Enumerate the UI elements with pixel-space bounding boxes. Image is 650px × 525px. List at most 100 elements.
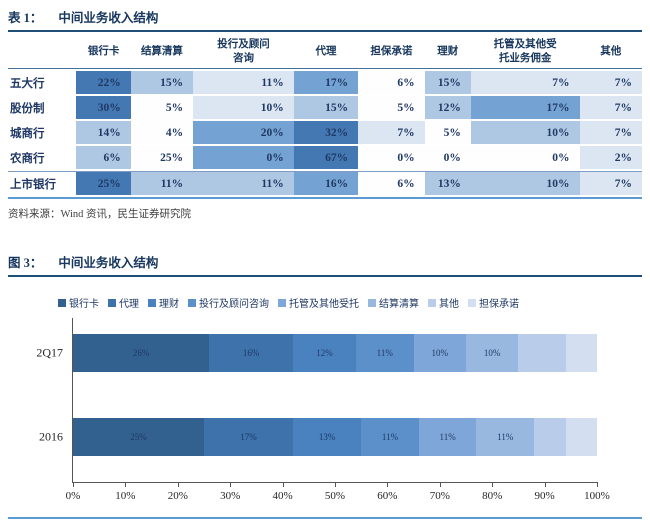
legend-swatch-icon [58, 298, 66, 307]
axis-tick [177, 482, 179, 488]
bar-segment: 13% [293, 418, 362, 457]
bar-segment-label: 16% [242, 348, 260, 359]
table-cell: 10% [470, 121, 580, 145]
bar-segment: 10% [413, 334, 466, 373]
row-label: 上市银行 [8, 171, 77, 196]
axis-tick [335, 482, 336, 488]
legend-item: 投行及顾问咨询 [188, 295, 269, 310]
axis-tick-label: 100% [584, 490, 610, 503]
row-label: 股份制 [8, 96, 77, 120]
table-row: 城商行 14% 4% 20% 32% 7% 5% 10% 7% [8, 121, 642, 145]
figure-source: 资料来源：Wind，民生证券研究院 [0, 519, 650, 525]
bar-segment [518, 334, 566, 373]
figure-title-text: 中间业务收入结构 [58, 256, 159, 271]
legend-swatch-icon [108, 298, 116, 307]
table-cell: 16% [293, 171, 359, 196]
table-cell: 15% [293, 96, 359, 120]
axis-tick-label: 70% [429, 490, 450, 503]
axis-tick-label: 30% [220, 490, 241, 503]
bar-row: 2016 25% 17% 13% 11% 11% 11% [39, 418, 597, 457]
legend-label: 理财 [159, 299, 179, 311]
row-label: 农商行 [8, 146, 77, 170]
legend-swatch-icon [368, 298, 376, 307]
axis-tick [597, 482, 598, 488]
legend-swatch-icon [278, 298, 286, 307]
table-row: 农商行 6% 25% 0% 67% 0% 0% 0% 2% [8, 146, 642, 170]
axis-tick [73, 482, 74, 488]
figure-section: 图 3： 中间业务收入结构 银行卡 代理 理财 投行及顾问咨询 托管及其他受托 结算清算 其… [0, 245, 650, 525]
legend-label: 结算清算 [379, 299, 419, 311]
table-cell: 32% [293, 121, 359, 145]
table-cell: 4% [130, 121, 194, 145]
table-cell: 7% [358, 121, 425, 145]
legend-label: 其他 [439, 299, 459, 311]
legend-label: 托管及其他受托 [289, 299, 359, 311]
table-cell: 11% [193, 71, 294, 95]
axis-tick-label: 50% [324, 490, 346, 503]
table-cell: 0% [193, 146, 294, 170]
figure-title-rule [8, 275, 642, 278]
column-header: 担保承诺 [358, 35, 425, 70]
bar-segment-label: 13% [318, 432, 336, 443]
bar-segment: 12% [293, 334, 356, 373]
table-cell: 7% [579, 71, 642, 95]
bar-segment-label: 26% [132, 348, 150, 359]
bar-segment: 26% [73, 334, 210, 373]
bar-segment: 17% [204, 418, 294, 457]
income-structure-table: 银行卡 结算清算 投行及顾问 咨询 代理 担保承诺 理财 托管及其他受 托业务佣金 其他 五大… [8, 33, 642, 197]
legend-label: 担保承诺 [479, 299, 519, 311]
title-rule [8, 30, 642, 32]
column-header: 其他 [579, 35, 642, 70]
table-cell: 14% [76, 121, 131, 145]
table-cell: 5% [358, 96, 425, 120]
table-cell: 7% [579, 171, 642, 196]
axis-tick-label: 40% [272, 490, 293, 503]
column-header: 代理 [293, 35, 359, 70]
legend-item: 其他 [428, 295, 459, 310]
legend-item: 结算清算 [368, 295, 419, 310]
legend-label: 银行卡 [69, 299, 99, 311]
legend-item: 代理 [108, 295, 139, 310]
axis-tick-label: 10% [115, 490, 136, 503]
bar-track: 26% 16% 12% 11% 10% 10% [73, 334, 597, 373]
table-source: 资料来源：Wind 资讯，民生证券研究院 [8, 209, 192, 221]
table-cell: 6% [358, 71, 425, 95]
bar-segment: 16% [209, 334, 294, 373]
table-cell: 5% [424, 121, 471, 145]
axis-tick [125, 482, 127, 488]
column-header: 结算清算 [130, 35, 194, 70]
column-header: 投行及顾问 咨询 [193, 35, 294, 70]
table-header: 银行卡 结算清算 投行及顾问 咨询 代理 担保承诺 理财 托管及其他受 托业务佣金 其他 [8, 35, 642, 70]
legend-item: 理财 [148, 295, 179, 310]
legend-item: 托管及其他受托 [278, 295, 359, 310]
column-header: 理财 [424, 35, 471, 70]
table-cell: 17% [293, 71, 359, 95]
legend-label: 代理 [119, 299, 139, 311]
table-cell: 20% [193, 121, 294, 145]
axis-tick-label: 20% [167, 490, 188, 503]
bar-segment: 11% [355, 334, 414, 373]
bar-segment-label: 10% [431, 348, 449, 359]
axis-tick-label: 90% [534, 490, 555, 503]
bar-segment: 11% [476, 418, 535, 457]
legend-item: 担保承诺 [468, 295, 519, 310]
table-cell: 6% [358, 171, 425, 196]
category-label: 2Q17 [36, 345, 63, 360]
legend-swatch-icon [148, 298, 156, 307]
bar-segment [565, 418, 597, 457]
table-cell: 7% [579, 96, 642, 120]
bar-segment-label: 10% [483, 348, 501, 359]
bar-segment-label: 11% [376, 348, 393, 359]
bar-segment-label: 11% [439, 432, 456, 443]
figure-bottom-rule [8, 517, 642, 520]
table-row: 五大行 22% 15% 11% 17% 6% 15% 7% 7% [8, 71, 642, 95]
table-cell: 5% [130, 96, 194, 120]
figure-title-prefix: 图 3： [8, 256, 43, 271]
table-cell: 11% [193, 171, 294, 196]
table-cell: 30% [76, 96, 131, 120]
category-label: 2016 [39, 429, 63, 444]
table-cell: 15% [130, 71, 194, 95]
legend-swatch-icon [428, 298, 436, 307]
legend-swatch-icon [468, 298, 476, 307]
table-cell: 6% [76, 146, 131, 170]
